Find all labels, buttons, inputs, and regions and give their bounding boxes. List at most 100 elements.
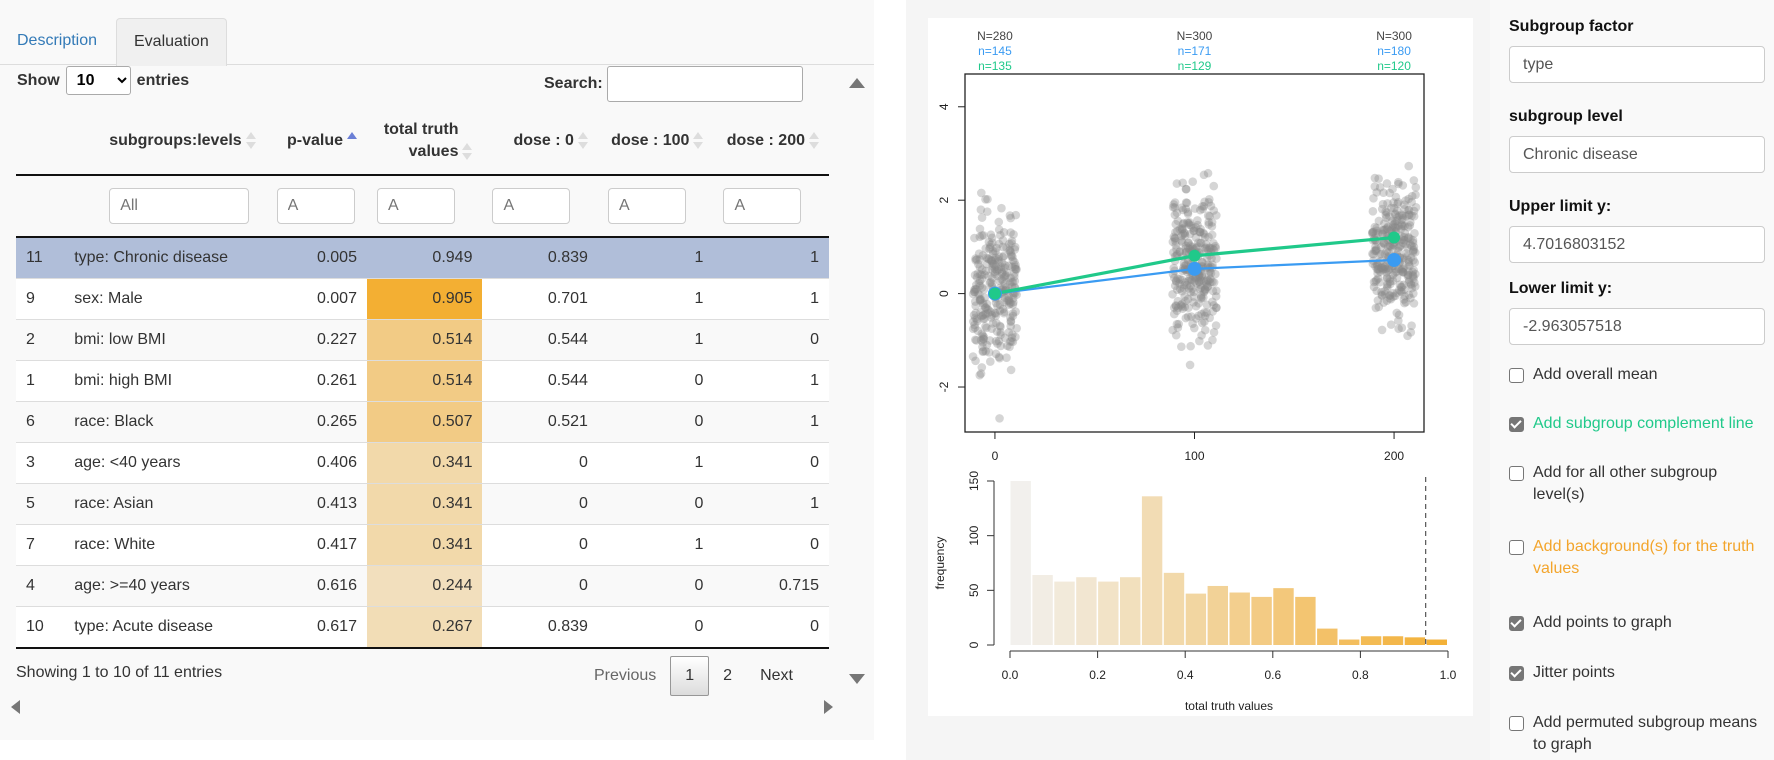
checkbox-unchecked-icon[interactable] [1509,466,1524,481]
data-point [1382,268,1391,277]
column-header-total-truth-values[interactable]: total truth values [366,108,483,176]
column-header-p-value[interactable]: p-value [266,108,367,176]
checkbox-unchecked-icon[interactable] [1509,716,1524,731]
table-row[interactable]: 4 age: >=40 years 0.616 0.244 0 0 0.715 [16,565,829,607]
data-point [989,259,999,269]
scroll-left-arrow-icon[interactable] [11,700,20,714]
filter-input-dose-100[interactable] [607,188,686,224]
tab-description[interactable]: Description [17,32,98,49]
data-point [1371,242,1380,252]
data-point [978,311,988,320]
page-length-select[interactable]: 10 [65,66,131,95]
checkbox-checked-icon[interactable] [1509,616,1524,631]
checkbox-option[interactable]: Add overall mean [1509,364,1769,386]
tab-evaluation[interactable]: Evaluation [116,18,227,66]
data-point [1407,241,1416,251]
data-point [1405,210,1414,219]
data-point [1198,204,1208,214]
histogram-x-tick-label: 0.6 [1264,668,1281,682]
data-point [1372,223,1381,233]
subgroup-level-input[interactable] [1509,136,1765,173]
subgroup-factor-input[interactable] [1509,46,1765,83]
subgroup-level-cell: type: Chronic disease [64,236,267,279]
data-point [1189,323,1199,333]
table-row[interactable]: 1 bmi: high BMI 0.261 0.514 0.544 0 1 [16,360,829,402]
checkbox-option[interactable]: Jitter points [1509,662,1769,684]
data-point [973,289,983,299]
p-value-cell: 0.261 [266,360,367,402]
upper-limit-input[interactable] [1509,226,1765,263]
filter-input-subgroups[interactable] [109,188,250,224]
table-row[interactable]: 9 sex: Male 0.007 0.905 0.701 1 1 [16,278,829,320]
page-2-button[interactable]: 2 [723,667,733,684]
checkbox-option[interactable]: Add points to graph [1509,612,1769,634]
data-point [1400,228,1410,238]
data-point [970,233,979,243]
data-point [996,230,1005,240]
checkbox-option[interactable]: Add permuted subgroup means to graph [1509,712,1769,756]
data-point [1391,291,1400,301]
previous-button[interactable]: Previous [594,667,657,684]
filter-input-dose-0[interactable] [492,188,571,224]
data-point [983,304,992,314]
subgroup-mean-point [1387,252,1402,267]
data-point [975,294,985,304]
data-point [1396,266,1406,276]
data-point [1197,257,1207,267]
data-point [1384,265,1394,274]
data-point [1398,255,1408,264]
table-row[interactable]: 7 race: White 0.417 0.341 0 1 0 [16,524,829,566]
filter-input-dose-200[interactable] [723,188,802,224]
data-point [1399,263,1409,273]
data-point [990,264,1000,273]
scroll-right-arrow-icon[interactable] [824,700,833,714]
histogram-x-tick-label: 0.8 [1352,668,1369,682]
checkbox-option[interactable]: Add subgroup complement line [1509,413,1769,435]
data-point [1208,277,1217,287]
checkbox-unchecked-icon[interactable] [1509,540,1524,555]
column-header-dose-100[interactable]: dose : 100 [597,108,714,176]
data-point [978,342,987,352]
column-header-dose-200[interactable]: dose : 200 [713,108,829,176]
data-point [983,194,992,204]
data-point [1197,272,1207,281]
table-row[interactable]: 11 type: Chronic disease 0.005 0.949 0.839 1 1 [16,236,829,279]
data-point [1378,199,1388,209]
table-row[interactable]: 6 race: Black 0.265 0.507 0.521 0 1 [16,401,829,443]
data-point [1397,282,1407,292]
data-point [995,321,1005,331]
p-value-cell: 0.005 [266,236,367,279]
column-header-subgroups[interactable]: subgroups:levels [64,108,267,176]
checkbox-checked-icon[interactable] [1509,417,1524,432]
data-point [1173,274,1182,283]
data-point [1174,319,1183,329]
search-input[interactable] [606,66,803,102]
next-button[interactable]: Next [760,667,793,684]
column-header-dose-0[interactable]: dose : 0 [482,108,598,176]
lower-limit-group: Lower limit y: [1509,280,1765,345]
row-index-cell: 9 [16,278,65,320]
column-header-index[interactable] [16,108,65,176]
table-row[interactable]: 10 type: Acute disease 0.617 0.267 0.839 0 0 [16,606,829,649]
data-point [1388,276,1398,286]
checkbox-unchecked-icon[interactable] [1509,368,1524,383]
filter-input-p-value[interactable] [276,188,355,224]
data-point [1196,238,1206,248]
table-row[interactable]: 3 age: <40 years 0.406 0.341 0 1 0 [16,442,829,484]
row-index-cell: 3 [16,442,65,484]
checkbox-option[interactable]: Add background(s) for the truth values [1509,536,1769,580]
scroll-up-arrow-icon[interactable] [849,78,865,88]
scroll-down-arrow-icon[interactable] [849,674,865,684]
data-point [1373,261,1382,270]
table-row[interactable]: 5 race: Asian 0.413 0.341 0 0 1 [16,483,829,525]
histogram-bar [1360,636,1382,645]
x-tick-label: 0 [992,449,999,463]
data-point [975,276,985,285]
data-point [998,242,1008,252]
table-row[interactable]: 2 bmi: low BMI 0.227 0.514 0.544 1 0 [16,319,829,361]
filter-input-total-truth-values[interactable] [376,188,455,224]
lower-limit-input[interactable] [1509,308,1765,345]
checkbox-checked-icon[interactable] [1509,666,1524,681]
page-1-button[interactable]: 1 [670,656,710,696]
checkbox-option[interactable]: Add for all other subgroup level(s) [1509,462,1769,506]
